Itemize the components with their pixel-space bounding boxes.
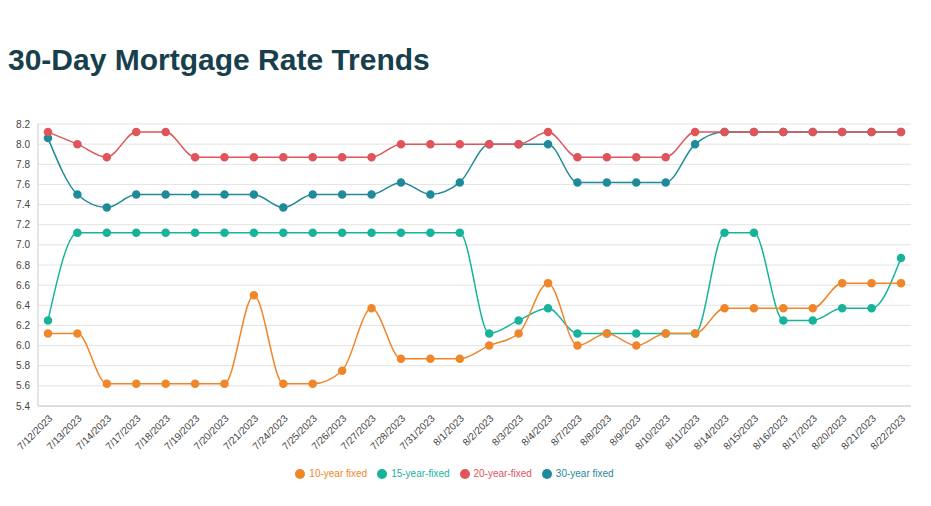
svg-text:7/18/2023: 7/18/2023	[132, 412, 173, 452]
svg-text:7.2: 7.2	[16, 219, 30, 230]
svg-text:7/25/2023: 7/25/2023	[279, 412, 320, 452]
html-text:30-year fixed: 30-year fixed	[555, 468, 614, 479]
svg-text:7/20/2023: 7/20/2023	[191, 412, 231, 452]
svg-text:8/4/2023: 8/4/2023	[519, 412, 555, 448]
svg-text:7/12/2023: 7/12/2023	[15, 412, 55, 452]
svg-text:8/22/2023: 8/22/2023	[868, 412, 908, 452]
svg-text:7/28/2023: 7/28/2023	[368, 412, 408, 452]
svg-text:8/2/2023: 8/2/2023	[460, 412, 496, 448]
svg-text:8.0: 8.0	[16, 139, 30, 150]
svg-text:5.8: 5.8	[16, 360, 30, 371]
svg-text:8/1/2023: 8/1/2023	[431, 412, 467, 448]
svg-text:8/3/2023: 8/3/2023	[490, 412, 526, 448]
svg-text:8/16/2023: 8/16/2023	[750, 412, 790, 452]
svg-text:7/17/2023: 7/17/2023	[103, 412, 143, 452]
html-text:15-year-fixed: 15-year-fixed	[391, 468, 450, 479]
svg-text:7/24/2023: 7/24/2023	[250, 412, 290, 452]
svg-text:8/14/2023: 8/14/2023	[691, 412, 731, 452]
svg-text:7.0: 7.0	[16, 239, 30, 250]
svg-text:6.6: 6.6	[16, 280, 30, 291]
svg-text:8/20/2023: 8/20/2023	[809, 412, 849, 452]
svg-text:7.6: 7.6	[16, 179, 30, 190]
svg-text:7/27/2023: 7/27/2023	[338, 412, 378, 452]
html-text:30-Day Mortgage Rate Trends: 30-Day Mortgage Rate Trends	[8, 43, 430, 76]
svg-text:6.4: 6.4	[16, 300, 30, 311]
svg-text:7.8: 7.8	[16, 159, 30, 170]
svg-text:8/21/2023: 8/21/2023	[838, 412, 878, 452]
svg-text:8/11/2023: 8/11/2023	[662, 412, 702, 452]
svg-text:6.2: 6.2	[16, 320, 30, 331]
html-text:10-year fixed: 10-year fixed	[309, 468, 368, 479]
svg-text:7/19/2023: 7/19/2023	[162, 412, 202, 452]
svg-text:8.2: 8.2	[16, 119, 30, 130]
svg-text:8/7/2023: 8/7/2023	[549, 412, 585, 448]
svg-text:6.8: 6.8	[16, 260, 30, 271]
svg-text:8/8/2023: 8/8/2023	[578, 412, 614, 448]
svg-text:8/15/2023: 8/15/2023	[721, 412, 761, 452]
svg-text:8/9/2023: 8/9/2023	[607, 412, 643, 448]
svg-text:5.6: 5.6	[16, 380, 30, 391]
svg-text:6.0: 6.0	[16, 340, 30, 351]
svg-text:5.4: 5.4	[16, 401, 30, 412]
svg-text:8/10/2023: 8/10/2023	[632, 412, 673, 452]
svg-text:7/31/2023: 7/31/2023	[398, 412, 438, 452]
svg-text:7/21/2023: 7/21/2023	[221, 412, 261, 452]
svg-text:7/26/2023: 7/26/2023	[309, 412, 349, 452]
svg-text:8/17/2023: 8/17/2023	[779, 412, 820, 452]
svg-text:7/14/2023: 7/14/2023	[74, 412, 114, 452]
svg-text:7/13/2023: 7/13/2023	[44, 412, 84, 452]
svg-text:7.4: 7.4	[16, 199, 30, 210]
html-text:20-year-fixed: 20-year-fixed	[473, 468, 532, 479]
